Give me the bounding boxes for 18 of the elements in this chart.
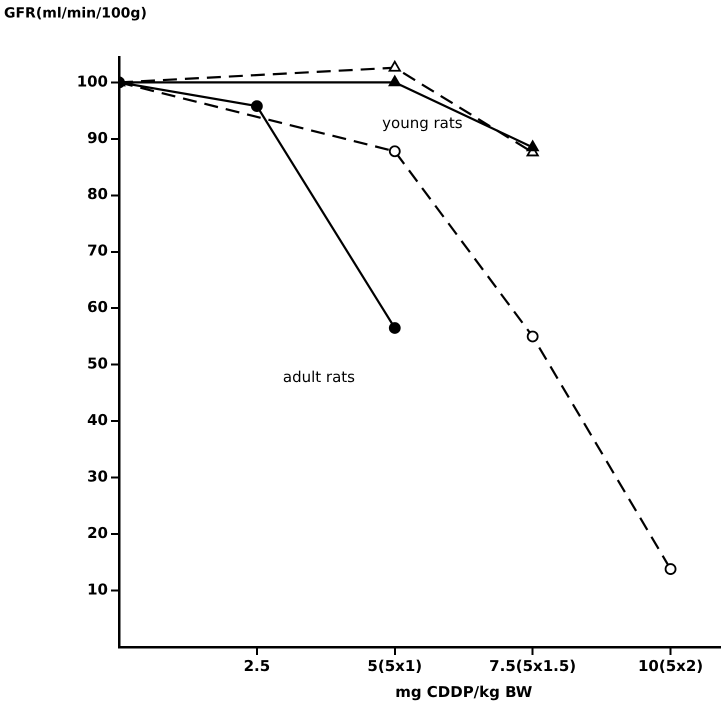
y-tick-label: 90 — [87, 128, 108, 147]
y-tick-label: 40 — [87, 411, 108, 430]
annotation: young rats — [382, 114, 463, 132]
y-tick-label: 30 — [87, 468, 108, 486]
x-tick-label: 2.5 — [244, 656, 270, 675]
y-tick-label: 10 — [87, 580, 108, 598]
x-axis-title: mg CDDP/kg BW — [395, 682, 533, 701]
y-axis-title: GFR(ml/min/100g) — [4, 6, 147, 22]
y-tick-label: 80 — [87, 185, 108, 204]
y-tick-label: 70 — [87, 242, 108, 260]
y-tick-label: 20 — [87, 524, 108, 542]
x-tick-label: 10(5x2) — [638, 656, 704, 675]
x-tick-label: 7.5(5x1.5) — [489, 656, 576, 675]
y-tick-label: 100 — [76, 72, 108, 90]
y-tick-label: 60 — [87, 298, 108, 316]
annotation: adult rats — [282, 368, 356, 386]
x-tick-label: 5(5x1) — [367, 656, 422, 675]
y-tick-label: 50 — [87, 354, 108, 373]
